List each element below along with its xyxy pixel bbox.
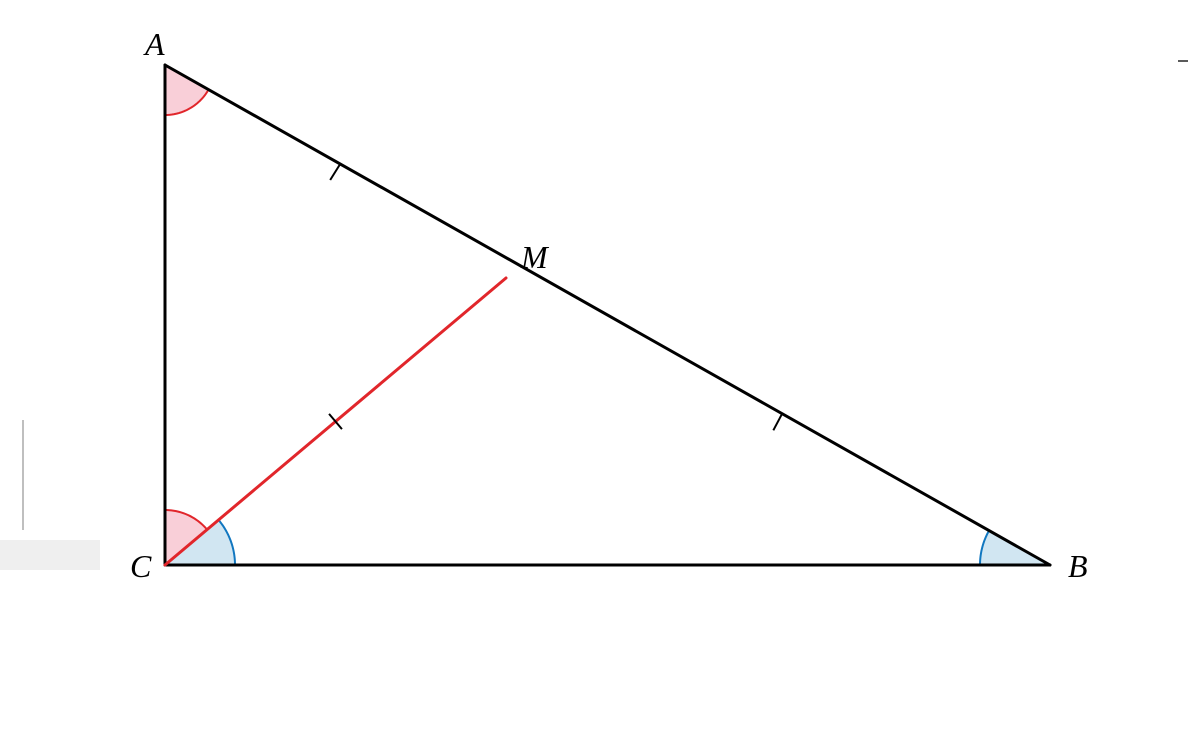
label-A: A xyxy=(143,26,165,62)
aux-bar xyxy=(22,420,24,530)
label-M: M xyxy=(520,239,550,275)
geometry-diagram: A C B M xyxy=(0,0,1200,753)
aux-dash xyxy=(1178,60,1188,62)
label-C: C xyxy=(130,548,152,584)
aux-slab xyxy=(0,540,100,570)
label-B: B xyxy=(1068,548,1088,584)
